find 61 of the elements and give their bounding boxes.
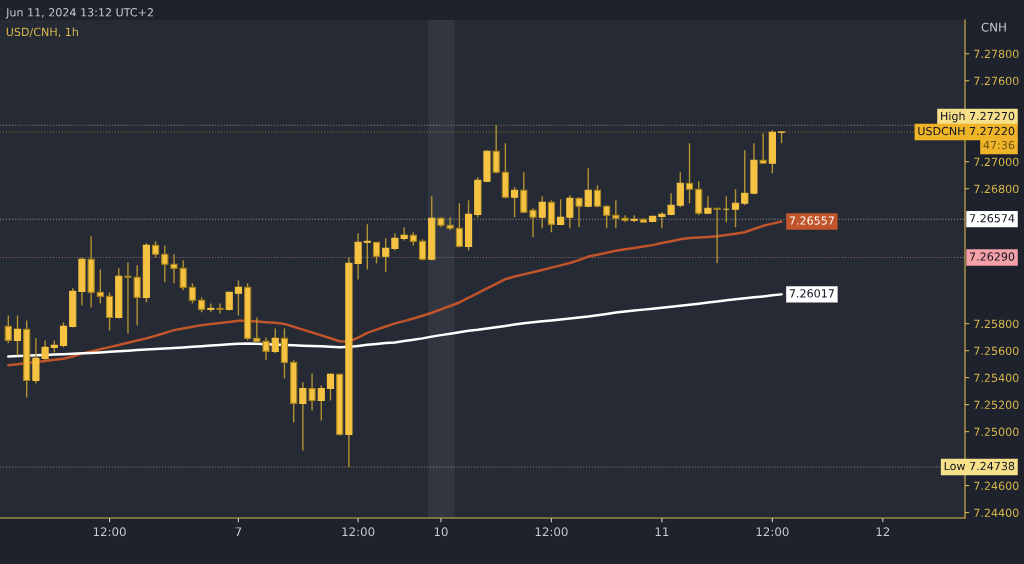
candlestick [529,207,537,238]
x-tick-label: 7 [235,527,242,536]
ref-line-label: 7.26290 [969,252,1015,261]
candlestick [207,302,215,314]
candlestick [584,167,592,209]
y-tick-label: 7.27600 [974,76,1019,86]
y-tick-label: 7.25200 [974,400,1019,410]
y-tick-label: 7.25800 [974,319,1019,329]
candlestick [510,186,519,219]
candlestick [731,188,740,228]
candlestick [520,171,528,214]
ref-line-label: USDCNH 7.27220 [918,126,1015,136]
candlestick [372,241,381,265]
candlestick [547,199,556,233]
y-tick-label: 7.24600 [974,481,1019,490]
text: Jun 11, 2024 13:12 UTC+2 [5,8,153,19]
candlestick [161,244,169,284]
ref-line-label: Low 7.24738 [944,461,1015,471]
candlestick [538,195,546,229]
candlestick [317,384,325,422]
candlestick [234,279,243,317]
candlestick [455,202,463,249]
candlestick [59,321,68,349]
x-tick-label: 12:00 [535,527,568,537]
x-tick-label: 11 [655,527,669,536]
candlestick [326,372,335,402]
y-tick-label: 7.27800 [974,49,1019,59]
x-tick-label: 12:00 [342,527,375,537]
candlestick [557,198,565,226]
candlestick [170,253,178,285]
candlestick [676,171,684,209]
candlestick [4,314,12,345]
ref-line-label: 7.26574 [969,214,1015,223]
x-tick-label: 12:00 [93,527,126,537]
y-tick-label: 7.27000 [974,157,1019,167]
x-tick-label: 12:00 [756,527,789,537]
y-axis-title: CNH [981,22,1006,32]
candlestick [179,259,187,292]
candlestick [382,237,390,274]
data-label: 7.26557 [789,216,834,225]
candlestick [741,149,749,206]
candlestick [603,204,611,229]
candlestick [363,223,371,271]
candlestick [188,282,196,305]
y-tick-label: 7.24400 [974,508,1019,517]
y-tick-label: 7.25400 [974,373,1019,383]
ref-line-label: High 7.27270 [941,111,1015,123]
text: USD/CNH, 1h [6,27,78,38]
y-tick-label: 7.25000 [974,427,1019,437]
candlestick [271,327,279,355]
candlestick [105,291,114,332]
candlestick [13,314,22,357]
y-tick-label: 7.26800 [974,184,1019,194]
candlestick [96,268,104,305]
data-label: 7.26017 [789,289,834,298]
candlestick [216,302,224,315]
x-tick-label: 12 [876,527,890,536]
y-tick-label: 7.25600 [974,346,1019,356]
text: 47:36 [983,140,1015,150]
candlestick [685,142,694,204]
x-tick-label: 10 [434,527,448,537]
